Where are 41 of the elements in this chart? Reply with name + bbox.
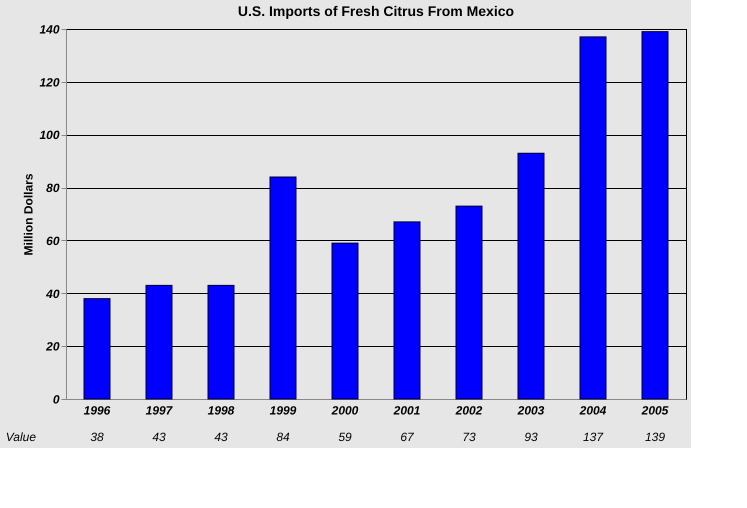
bar bbox=[518, 152, 544, 400]
data-label: 43 bbox=[214, 430, 228, 444]
data-label: 67 bbox=[400, 430, 415, 444]
chart-title: U.S. Imports of Fresh Citrus From Mexico bbox=[238, 3, 514, 19]
bar bbox=[84, 298, 110, 400]
data-label: 139 bbox=[644, 430, 666, 444]
x-tick-label: 1998 bbox=[208, 404, 235, 418]
bar bbox=[642, 31, 668, 400]
x-tick-label: 2003 bbox=[516, 404, 545, 418]
y-tick-label: 120 bbox=[39, 75, 60, 90]
bar bbox=[146, 284, 172, 400]
y-tick-label: 0 bbox=[52, 392, 60, 406]
x-tick-label: 2004 bbox=[578, 404, 607, 418]
bar bbox=[332, 242, 358, 400]
y-axis-title: Million Dollars bbox=[21, 173, 36, 256]
bar bbox=[394, 221, 420, 400]
data-label: 73 bbox=[462, 430, 476, 444]
y-tick-label: 20 bbox=[45, 340, 60, 354]
x-tick-label: 2002 bbox=[454, 404, 483, 418]
y-tick-label: 140 bbox=[39, 22, 60, 36]
y-tick-label: 80 bbox=[46, 181, 60, 196]
text: Value bbox=[6, 430, 36, 444]
x-tick-label: 1999 bbox=[270, 404, 297, 418]
bar bbox=[456, 206, 482, 400]
data-label: 84 bbox=[276, 430, 290, 444]
y-tick-label: 40 bbox=[45, 286, 60, 301]
bar bbox=[208, 284, 234, 400]
x-tick-label: 2000 bbox=[330, 404, 359, 418]
y-tick-label: 100 bbox=[39, 128, 60, 142]
data-label: 43 bbox=[152, 430, 166, 444]
data-label: 59 bbox=[338, 430, 352, 444]
x-tick-label: 1996 bbox=[84, 404, 111, 418]
y-tick-label: 60 bbox=[46, 234, 60, 248]
x-tick-label: 1997 bbox=[146, 404, 174, 418]
x-tick-label: 2001 bbox=[392, 404, 421, 418]
x-tick-label: 2005 bbox=[640, 404, 669, 418]
bar bbox=[580, 36, 606, 400]
bar bbox=[270, 176, 296, 400]
data-label: 93 bbox=[524, 430, 538, 444]
data-label: 137 bbox=[582, 430, 604, 444]
data-label: 38 bbox=[90, 430, 104, 444]
